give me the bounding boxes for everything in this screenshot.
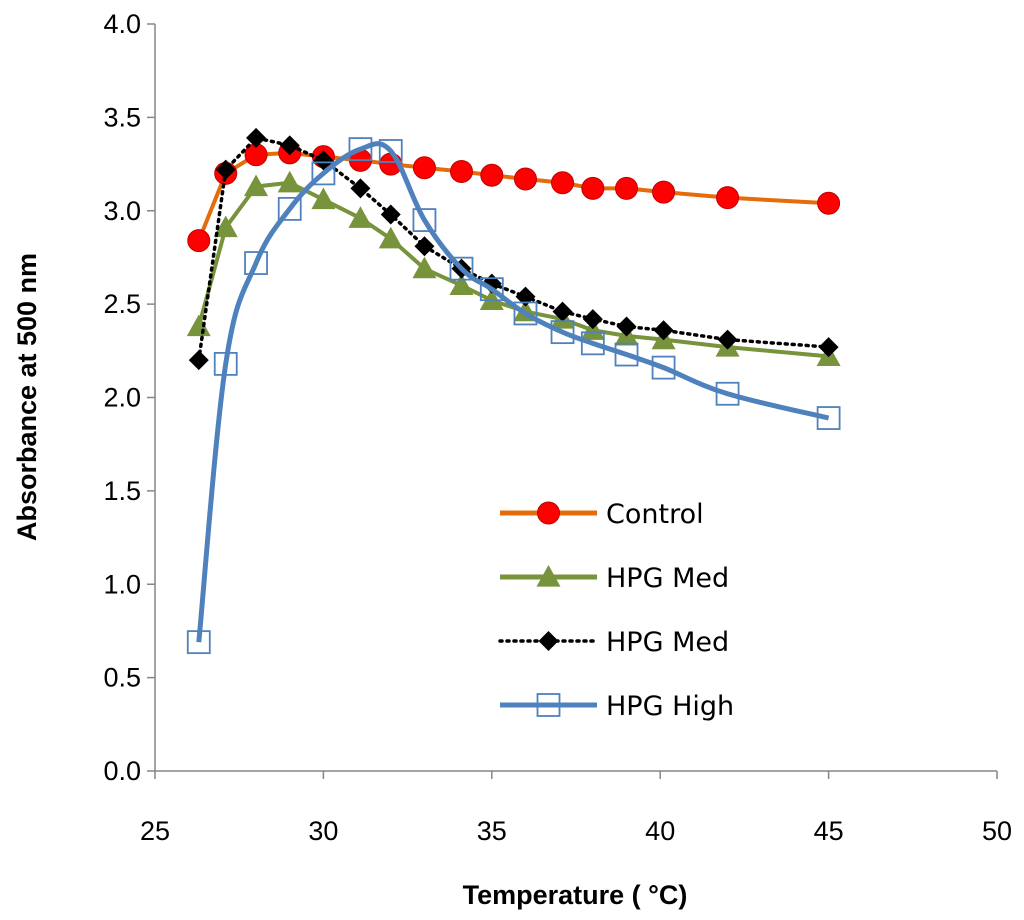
data-point bbox=[311, 161, 336, 186]
data-point bbox=[513, 167, 537, 191]
data-point bbox=[188, 350, 209, 371]
data-point bbox=[244, 174, 269, 197]
data-point bbox=[513, 301, 538, 326]
data-point bbox=[350, 178, 371, 199]
x-tick-label: 45 bbox=[814, 816, 844, 846]
data-point bbox=[818, 337, 839, 358]
data-point bbox=[716, 186, 740, 210]
series-layer bbox=[186, 127, 841, 655]
data-point bbox=[479, 288, 504, 310]
data-point bbox=[378, 226, 403, 249]
data-point bbox=[213, 215, 238, 238]
data-point bbox=[616, 316, 637, 337]
data-point bbox=[348, 137, 373, 162]
legend-marker bbox=[536, 693, 561, 717]
y-tick-label: 1.0 bbox=[103, 569, 141, 599]
data-point bbox=[652, 180, 676, 204]
data-point bbox=[717, 329, 738, 350]
data-point bbox=[615, 176, 639, 200]
data-point bbox=[313, 150, 334, 171]
data-point bbox=[449, 273, 474, 296]
series-0 bbox=[187, 141, 841, 253]
data-point bbox=[186, 314, 211, 337]
x-axis-title: Temperature ( °C) bbox=[463, 880, 688, 910]
y-tick-label: 4.0 bbox=[103, 9, 141, 39]
x-tick-label: 35 bbox=[477, 816, 507, 846]
data-point bbox=[550, 320, 575, 345]
y-tick-label: 1.5 bbox=[103, 476, 141, 506]
data-point bbox=[246, 127, 267, 148]
axes-group: 0.0 0.5 1.0 1.5 2.0 2.5 3.0 3.5 4.0 25 30 35 40 45 50 bbox=[103, 9, 1012, 846]
data-point bbox=[479, 277, 504, 302]
series-3 bbox=[186, 137, 841, 655]
data-point bbox=[412, 256, 437, 279]
legend-label: HPG Med bbox=[606, 627, 729, 658]
data-point bbox=[348, 206, 373, 228]
legend-marker bbox=[538, 631, 559, 651]
data-point bbox=[244, 251, 268, 275]
data-point bbox=[311, 187, 336, 210]
series-line bbox=[196, 141, 830, 643]
data-point bbox=[412, 156, 436, 180]
y-tick-label: 0.0 bbox=[103, 756, 141, 786]
series-2 bbox=[188, 127, 839, 371]
data-point bbox=[715, 381, 740, 406]
data-point bbox=[412, 208, 437, 232]
data-point bbox=[614, 342, 639, 367]
data-point bbox=[580, 318, 605, 340]
data-point bbox=[277, 170, 302, 193]
data-point bbox=[480, 163, 504, 187]
legend-label: HPG High bbox=[606, 691, 734, 722]
legend-marker bbox=[537, 501, 560, 525]
y-tick-label: 2.0 bbox=[103, 383, 141, 413]
series-line bbox=[196, 180, 829, 359]
data-point bbox=[816, 406, 841, 430]
data-point bbox=[279, 135, 300, 156]
y-tick-label: 3.5 bbox=[103, 102, 141, 132]
data-point bbox=[213, 351, 238, 376]
data-point bbox=[515, 286, 536, 307]
data-point bbox=[651, 355, 676, 380]
data-point bbox=[581, 176, 605, 200]
x-tick-label: 25 bbox=[140, 816, 170, 846]
data-point bbox=[378, 139, 403, 163]
x-tick-label: 30 bbox=[308, 816, 338, 846]
data-point bbox=[414, 236, 435, 257]
series-1 bbox=[186, 170, 841, 367]
data-point bbox=[449, 256, 474, 281]
legend-label: Control bbox=[606, 499, 704, 530]
x-tick-label: 40 bbox=[645, 816, 675, 846]
data-point bbox=[551, 171, 575, 195]
legend-marker bbox=[536, 565, 561, 587]
series-line bbox=[197, 136, 831, 362]
data-point bbox=[582, 309, 603, 330]
y-axis-title: Absorbance at 500 nm bbox=[12, 253, 42, 541]
y-tick-label: 2.5 bbox=[103, 289, 141, 319]
x-tick-label: 50 bbox=[982, 816, 1012, 846]
data-point bbox=[215, 159, 236, 180]
data-point bbox=[580, 331, 605, 356]
data-point bbox=[817, 191, 841, 215]
legend: Control HPG Med HPG Med HPG High bbox=[498, 499, 734, 722]
y-tick-label: 0.5 bbox=[103, 663, 141, 693]
data-point bbox=[552, 301, 573, 322]
legend-label: HPG Med bbox=[606, 563, 729, 594]
data-point bbox=[653, 320, 674, 341]
y-tick-label: 3.0 bbox=[103, 196, 141, 226]
data-point bbox=[186, 630, 211, 655]
data-point bbox=[380, 204, 401, 225]
data-point bbox=[277, 196, 302, 221]
data-point bbox=[449, 160, 473, 184]
data-point bbox=[187, 229, 211, 253]
